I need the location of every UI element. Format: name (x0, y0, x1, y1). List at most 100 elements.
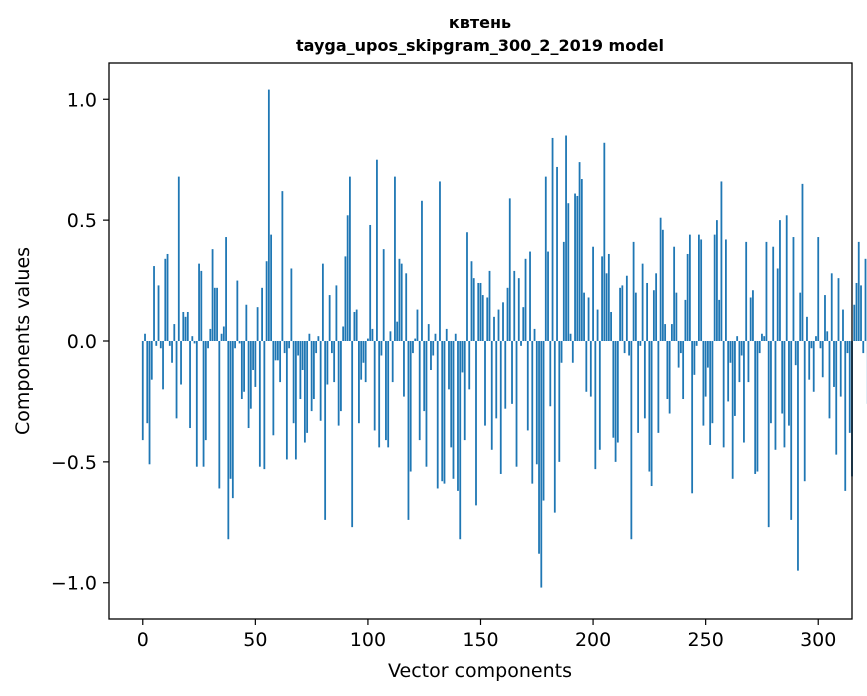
bar-226 (650, 341, 653, 487)
bar-228 (655, 273, 658, 341)
bar-11 (166, 253, 169, 341)
bar-264 (736, 336, 739, 341)
bar-105 (378, 341, 381, 448)
bar-191 (571, 341, 574, 363)
bar-124 (421, 200, 423, 341)
bar-237 (675, 292, 678, 341)
bar-257 (720, 181, 723, 341)
bar-205 (603, 142, 606, 341)
bar-314 (848, 341, 851, 433)
bar-22 (191, 336, 194, 341)
bar-1 (144, 333, 146, 341)
bar-151 (481, 295, 484, 341)
bar-107 (382, 249, 385, 341)
bar-230 (659, 217, 662, 341)
bar-262 (731, 341, 734, 479)
bar-39 (229, 341, 232, 479)
bar-265 (738, 341, 741, 383)
bar-210 (614, 341, 617, 462)
bars-group (141, 89, 867, 588)
bar-128 (430, 341, 432, 371)
bar-31 (211, 249, 214, 341)
bar-35 (220, 333, 223, 341)
bar-276 (763, 336, 766, 341)
bar-98 (362, 341, 365, 363)
bar-247 (698, 234, 700, 341)
bar-59 (274, 341, 277, 361)
bar-33 (216, 287, 218, 341)
bar-132 (439, 181, 441, 341)
bar-70 (299, 341, 302, 400)
bar-225 (648, 341, 651, 472)
bar-72 (303, 341, 306, 443)
bar-233 (666, 341, 669, 400)
bar-270 (749, 297, 752, 341)
bar-143 (463, 341, 466, 441)
bar-241 (684, 299, 687, 341)
bar-231 (661, 229, 664, 341)
bar-263 (734, 341, 736, 416)
bar-155 (490, 341, 493, 450)
bar-21 (189, 341, 191, 429)
bar-266 (740, 341, 743, 356)
bar-135 (445, 328, 448, 341)
bar-94 (353, 311, 356, 341)
x-axis-ticks: 0 50 100 150 200 250 300 (137, 619, 836, 651)
bar-18 (182, 311, 185, 341)
bar-171 (526, 341, 529, 431)
bar-12 (168, 341, 171, 346)
chart-title-line-1: квтень (449, 13, 511, 32)
bar-144 (466, 232, 468, 341)
bar-86 (335, 285, 338, 341)
bar-299 (815, 336, 817, 341)
bar-243 (688, 234, 691, 341)
bar-164 (511, 341, 513, 404)
bar-173 (531, 341, 534, 484)
bar-202 (596, 309, 599, 341)
chart-title-line-2: tayga_upos_skipgram_300_2_2019 model (296, 36, 664, 55)
bar-168 (520, 341, 522, 346)
bar-277 (765, 241, 768, 341)
bar-177 (540, 341, 543, 588)
bar-185 (558, 341, 561, 462)
bar-34 (218, 341, 221, 489)
bar-302 (821, 341, 824, 378)
bar-213 (621, 285, 624, 341)
bar-268 (745, 241, 748, 341)
bar-187 (562, 241, 565, 341)
bar-81 (324, 341, 327, 520)
bar-131 (436, 341, 439, 489)
bar-174 (533, 328, 536, 341)
bar-186 (560, 341, 563, 363)
bar-282 (776, 268, 779, 341)
bar-53 (261, 287, 263, 341)
bar-207 (607, 253, 610, 341)
bar-182 (551, 137, 554, 341)
bar-4 (150, 341, 153, 380)
bar-146 (470, 261, 473, 341)
bar-178 (542, 341, 545, 501)
bar-246 (695, 341, 698, 346)
bar-109 (387, 341, 390, 448)
bar-28 (204, 341, 207, 441)
bar-242 (686, 253, 689, 341)
bar-307 (833, 341, 835, 387)
bar-251 (707, 341, 709, 368)
bar-306 (830, 273, 833, 341)
bar-229 (657, 341, 660, 433)
bar-7 (157, 285, 160, 341)
bar-99 (364, 341, 367, 383)
bar-145 (468, 341, 471, 390)
bar-175 (535, 341, 538, 465)
bar-67 (292, 341, 295, 424)
bar-280 (772, 246, 775, 341)
bar-3 (148, 341, 151, 465)
x-tick-label: 200 (575, 629, 611, 651)
bar-305 (828, 341, 831, 419)
bar-41 (234, 341, 236, 349)
bar-296 (808, 341, 811, 380)
bar-235 (670, 324, 673, 341)
bar-284 (781, 341, 784, 414)
bar-42 (236, 280, 239, 341)
